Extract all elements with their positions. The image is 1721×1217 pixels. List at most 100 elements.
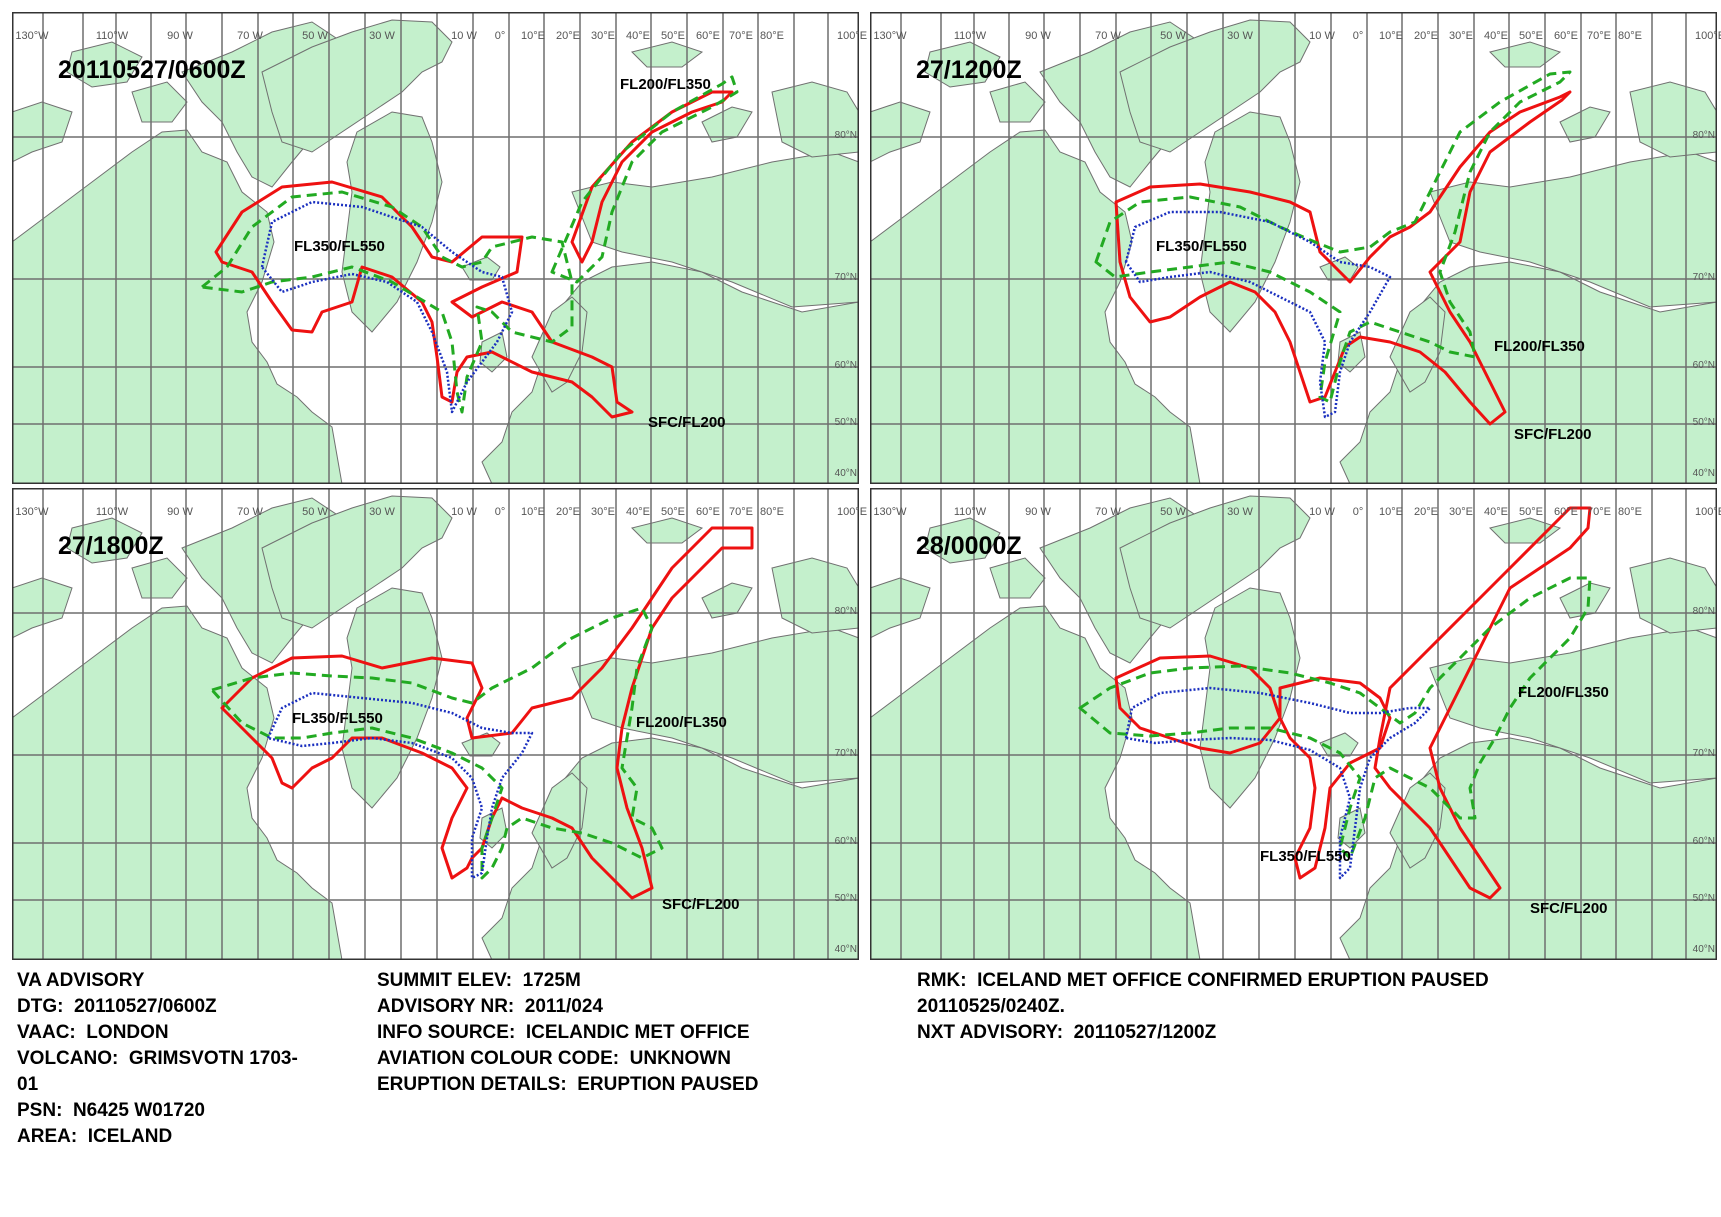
- landmass: [870, 101, 931, 163]
- ash-boundary-sfc-fl200: [1114, 654, 1282, 755]
- longitude-label: 50°E: [1519, 30, 1543, 42]
- longitude-label: 70°E: [729, 506, 753, 518]
- landmass: [631, 41, 704, 68]
- longitude-label: 0°: [1352, 30, 1364, 42]
- advisory-vaac: VAAC: LONDON: [17, 1022, 169, 1043]
- longitude-label: 60°E: [1554, 30, 1578, 42]
- ash-boundary-fl200-fl350: [1094, 70, 1572, 404]
- latitude-label: 50°N: [1692, 893, 1715, 904]
- ash-boundary-fl200-fl350: [210, 606, 664, 880]
- ash-boundary-sfc-fl200: [220, 526, 754, 900]
- longitude-label: 110°W: [95, 506, 129, 518]
- landmass: [989, 81, 1046, 123]
- panel-time-title: 28/0000Z: [916, 532, 1022, 560]
- longitude-label: 60°E: [1554, 506, 1578, 518]
- eruption-details: ERUPTION DETAILS: ERUPTION PAUSED: [377, 1074, 759, 1095]
- landmass: [1389, 296, 1446, 393]
- longitude-label: 10 W: [451, 506, 477, 518]
- longitude-label: 100°E: [836, 506, 868, 518]
- latitude-label: 70°N: [834, 748, 857, 759]
- map-canvas: [12, 488, 859, 960]
- map-frame: [12, 12, 859, 484]
- latitude-label: 60°N: [1692, 836, 1715, 847]
- longitude-label: 50°E: [661, 30, 685, 42]
- map-canvas: [12, 12, 859, 484]
- latitude-label: 60°N: [1692, 360, 1715, 371]
- map-canvas: [870, 488, 1717, 960]
- map-frame: [870, 12, 1717, 484]
- longitude-label: 30°E: [591, 30, 615, 42]
- panel-time-title: 27/1200Z: [916, 56, 1022, 84]
- latitude-label: 80°N: [1692, 606, 1715, 617]
- landmass: [989, 557, 1046, 599]
- latitude-label: 40°N: [834, 944, 857, 955]
- longitude-label: 50 W: [302, 30, 328, 42]
- longitude-label: 110°W: [953, 506, 987, 518]
- longitude-label: 50 W: [1160, 506, 1186, 518]
- ash-boundary-fl200-fl350: [550, 75, 739, 284]
- latitude-label: 50°N: [834, 893, 857, 904]
- label-sfc-fl200: SFC/FL200: [662, 896, 740, 913]
- next-advisory: NXT ADVISORY: 20110527/1200Z: [917, 1022, 1217, 1043]
- map-canvas: [870, 12, 1717, 484]
- longitude-label: 50°E: [661, 506, 685, 518]
- ash-boundary-fl350-fl550: [266, 691, 534, 880]
- longitude-label: 10°E: [1379, 506, 1403, 518]
- longitude-label: 90 W: [1025, 506, 1051, 518]
- landmass: [66, 41, 143, 88]
- longitude-label: 80°E: [1618, 506, 1642, 518]
- longitude-label: 30 W: [369, 30, 395, 42]
- longitude-label: 30°E: [1449, 506, 1473, 518]
- label-sfc-fl200: SFC/FL200: [648, 414, 726, 431]
- landmass: [131, 81, 188, 123]
- longitude-label: 70 W: [1095, 506, 1121, 518]
- landmass: [1319, 732, 1359, 757]
- latitude-label: 70°N: [1692, 272, 1715, 283]
- longitude-label: 70 W: [237, 30, 263, 42]
- landmass: [12, 129, 343, 484]
- map-frame: [870, 488, 1717, 960]
- longitude-label: 10°E: [521, 30, 545, 42]
- longitude-label: 60°E: [696, 506, 720, 518]
- longitude-label: 0°: [494, 30, 506, 42]
- landmass: [131, 557, 188, 599]
- longitude-label: 90 W: [167, 30, 193, 42]
- longitude-label: 110°W: [95, 30, 129, 42]
- landmass: [924, 41, 1001, 88]
- label-fl200-fl350: FL200/FL350: [1518, 684, 1609, 701]
- longitude-label: 130°W: [15, 30, 49, 42]
- map-panel-0600z: 20110527/0600Z FL350/FL550 FL200/FL350 S…: [12, 12, 867, 484]
- landmass: [1429, 151, 1717, 308]
- landmass: [66, 517, 143, 564]
- longitude-label: 10 W: [1309, 30, 1335, 42]
- label-fl350-fl550: FL350/FL550: [294, 238, 385, 255]
- landmass: [701, 106, 753, 143]
- latitude-label: 40°N: [834, 468, 857, 479]
- landmass: [571, 151, 859, 308]
- landmass: [461, 732, 501, 757]
- latitude-label: 50°N: [1692, 417, 1715, 428]
- ash-boundary-sfc-fl200: [1114, 90, 1572, 426]
- label-fl350-fl550: FL350/FL550: [292, 710, 383, 727]
- longitude-label: 80°E: [760, 30, 784, 42]
- longitude-label: 10°E: [1379, 30, 1403, 42]
- label-fl200-fl350: FL200/FL350: [1494, 338, 1585, 355]
- label-sfc-fl200: SFC/FL200: [1530, 900, 1608, 917]
- advisory-dtg: DTG: 20110527/0600Z: [17, 996, 217, 1017]
- label-fl350-fl550: FL350/FL550: [1260, 848, 1351, 865]
- longitude-label: 100°E: [836, 30, 868, 42]
- ash-boundary-sfc-fl200: [1373, 506, 1592, 900]
- latitude-label: 50°N: [834, 417, 857, 428]
- longitude-label: 50°E: [1519, 506, 1543, 518]
- remark-text-cont: 20110525/0240Z.: [917, 996, 1065, 1017]
- longitude-label: 10 W: [1309, 506, 1335, 518]
- map-panel-1200z: 27/1200Z FL350/FL550 FL200/FL350 SFC/FL2…: [870, 12, 1721, 484]
- advisory-header-block: VA ADVISORY DTG: 20110527/0600Z VAAC: LO…: [17, 968, 298, 1150]
- longitude-label: 130°W: [15, 506, 49, 518]
- longitude-label: 40°E: [626, 506, 650, 518]
- landmass: [870, 577, 931, 639]
- landmass: [12, 101, 73, 163]
- landmass: [1489, 41, 1562, 68]
- longitude-label: 30°E: [1449, 30, 1473, 42]
- map-panel-1800z: 27/1800Z FL350/FL550 FL200/FL350 SFC/FL2…: [12, 488, 867, 960]
